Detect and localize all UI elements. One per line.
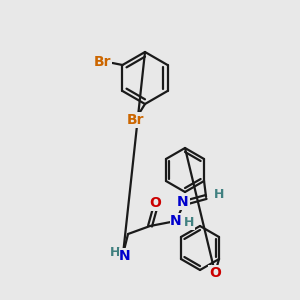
Text: H: H — [110, 245, 120, 259]
Text: Br: Br — [94, 55, 111, 69]
Text: H: H — [184, 217, 194, 230]
Text: N: N — [177, 195, 189, 209]
Text: O: O — [209, 266, 221, 280]
Text: H: H — [214, 188, 224, 202]
Text: O: O — [149, 196, 161, 210]
Text: Br: Br — [126, 113, 144, 127]
Text: N: N — [119, 249, 131, 263]
Text: N: N — [170, 214, 182, 228]
